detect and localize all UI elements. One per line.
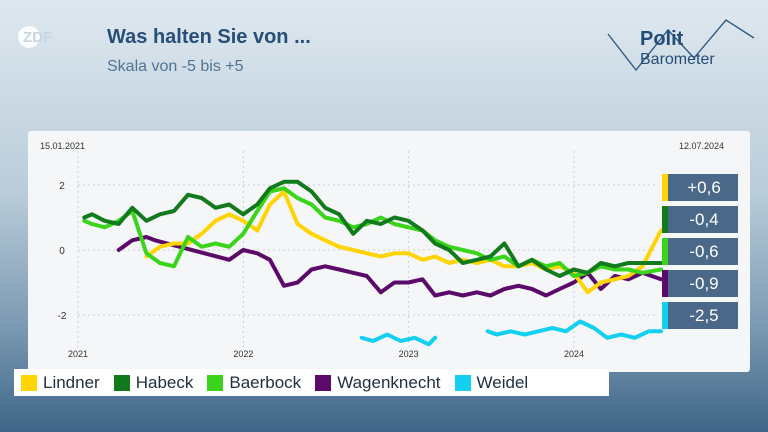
legend-label-wagenknecht: Wagenknecht <box>337 372 441 392</box>
badge-baerbock: -0,6 <box>662 238 738 265</box>
badge-value-lindner: +0,6 <box>687 177 721 197</box>
badge-weidel: -2,5 <box>662 302 738 329</box>
badge-value-wagenknecht: -0,9 <box>689 273 719 293</box>
legend-item-wagenknecht: Wagenknecht <box>315 372 441 393</box>
badge-value-baerbock: -0,6 <box>689 241 719 261</box>
line-chart: 2 0 -2 2021 2022 2023 2024 15.01.2021 12.07.2024 <box>40 141 724 359</box>
series-line-weidel <box>359 319 663 347</box>
legend-item-lindner: Lindner <box>21 373 100 393</box>
politbarometer-line1: Polit <box>640 28 684 50</box>
badge-stripe-habeck <box>662 206 668 233</box>
badge-stripe-lindner <box>662 174 668 201</box>
start-date-label: 15.01.2021 <box>40 141 85 151</box>
legend-item-weidel: Weidel <box>454 372 529 393</box>
legend-label-baerbock: Baerbock <box>229 372 302 392</box>
chart-title: Was halten Sie von ... <box>107 26 311 48</box>
legend-label-weidel: Weidel <box>476 372 529 392</box>
x-tick-label-1: 2022 <box>233 349 253 359</box>
series-line-baerbock <box>82 186 663 278</box>
politbarometer-line2: Barometer <box>640 51 715 68</box>
legend-swatch-lindner <box>21 374 37 391</box>
series-line-wagenknecht <box>116 235 663 298</box>
legend-label-habeck: Habeck <box>135 372 194 392</box>
x-tick-label-3: 2024 <box>564 349 584 359</box>
legend-item-baerbock: Baerbock <box>207 373 301 393</box>
y-tick-label-1: 0 <box>59 246 65 257</box>
x-tick-label-0: 2021 <box>68 349 88 359</box>
badge-habeck: -0,4 <box>662 206 738 233</box>
chart-panel <box>28 131 750 372</box>
badge-stripe-wagenknecht <box>662 270 668 297</box>
chart-subtitle: Skala von -5 bis +5 <box>107 58 244 75</box>
zdf-logo: ZDF <box>18 26 52 48</box>
badge-value-weidel: -2,5 <box>689 305 719 325</box>
end-date-label: 12.07.2024 <box>679 141 724 151</box>
badge-stripe-weidel <box>662 302 668 329</box>
y-tick-label-0: 2 <box>59 181 65 192</box>
y-tick-label-2: -2 <box>58 311 67 322</box>
legend-label-lindner: Lindner <box>43 372 100 392</box>
legend-swatch-wagenknecht <box>315 374 332 391</box>
chart-legend: Lindner Habeck Baerbock Wagenknecht Weid… <box>14 369 609 396</box>
legend-swatch-habeck <box>113 374 130 391</box>
badge-value-habeck: -0,4 <box>689 209 719 229</box>
badge-lindner: +0,6 <box>662 174 738 201</box>
legend-swatch-baerbock <box>207 374 224 391</box>
legend-swatch-weidel <box>454 374 471 391</box>
zdf-logo-text: ZDF <box>23 29 52 46</box>
badge-wagenknecht: -0,9 <box>662 270 738 297</box>
x-tick-label-2: 2023 <box>399 349 419 359</box>
series-line-habeck <box>82 179 663 278</box>
politbarometer-logo: Polit Barometer <box>607 19 755 72</box>
badge-stripe-baerbock <box>662 238 668 265</box>
legend-item-habeck: Habeck <box>113 372 194 393</box>
